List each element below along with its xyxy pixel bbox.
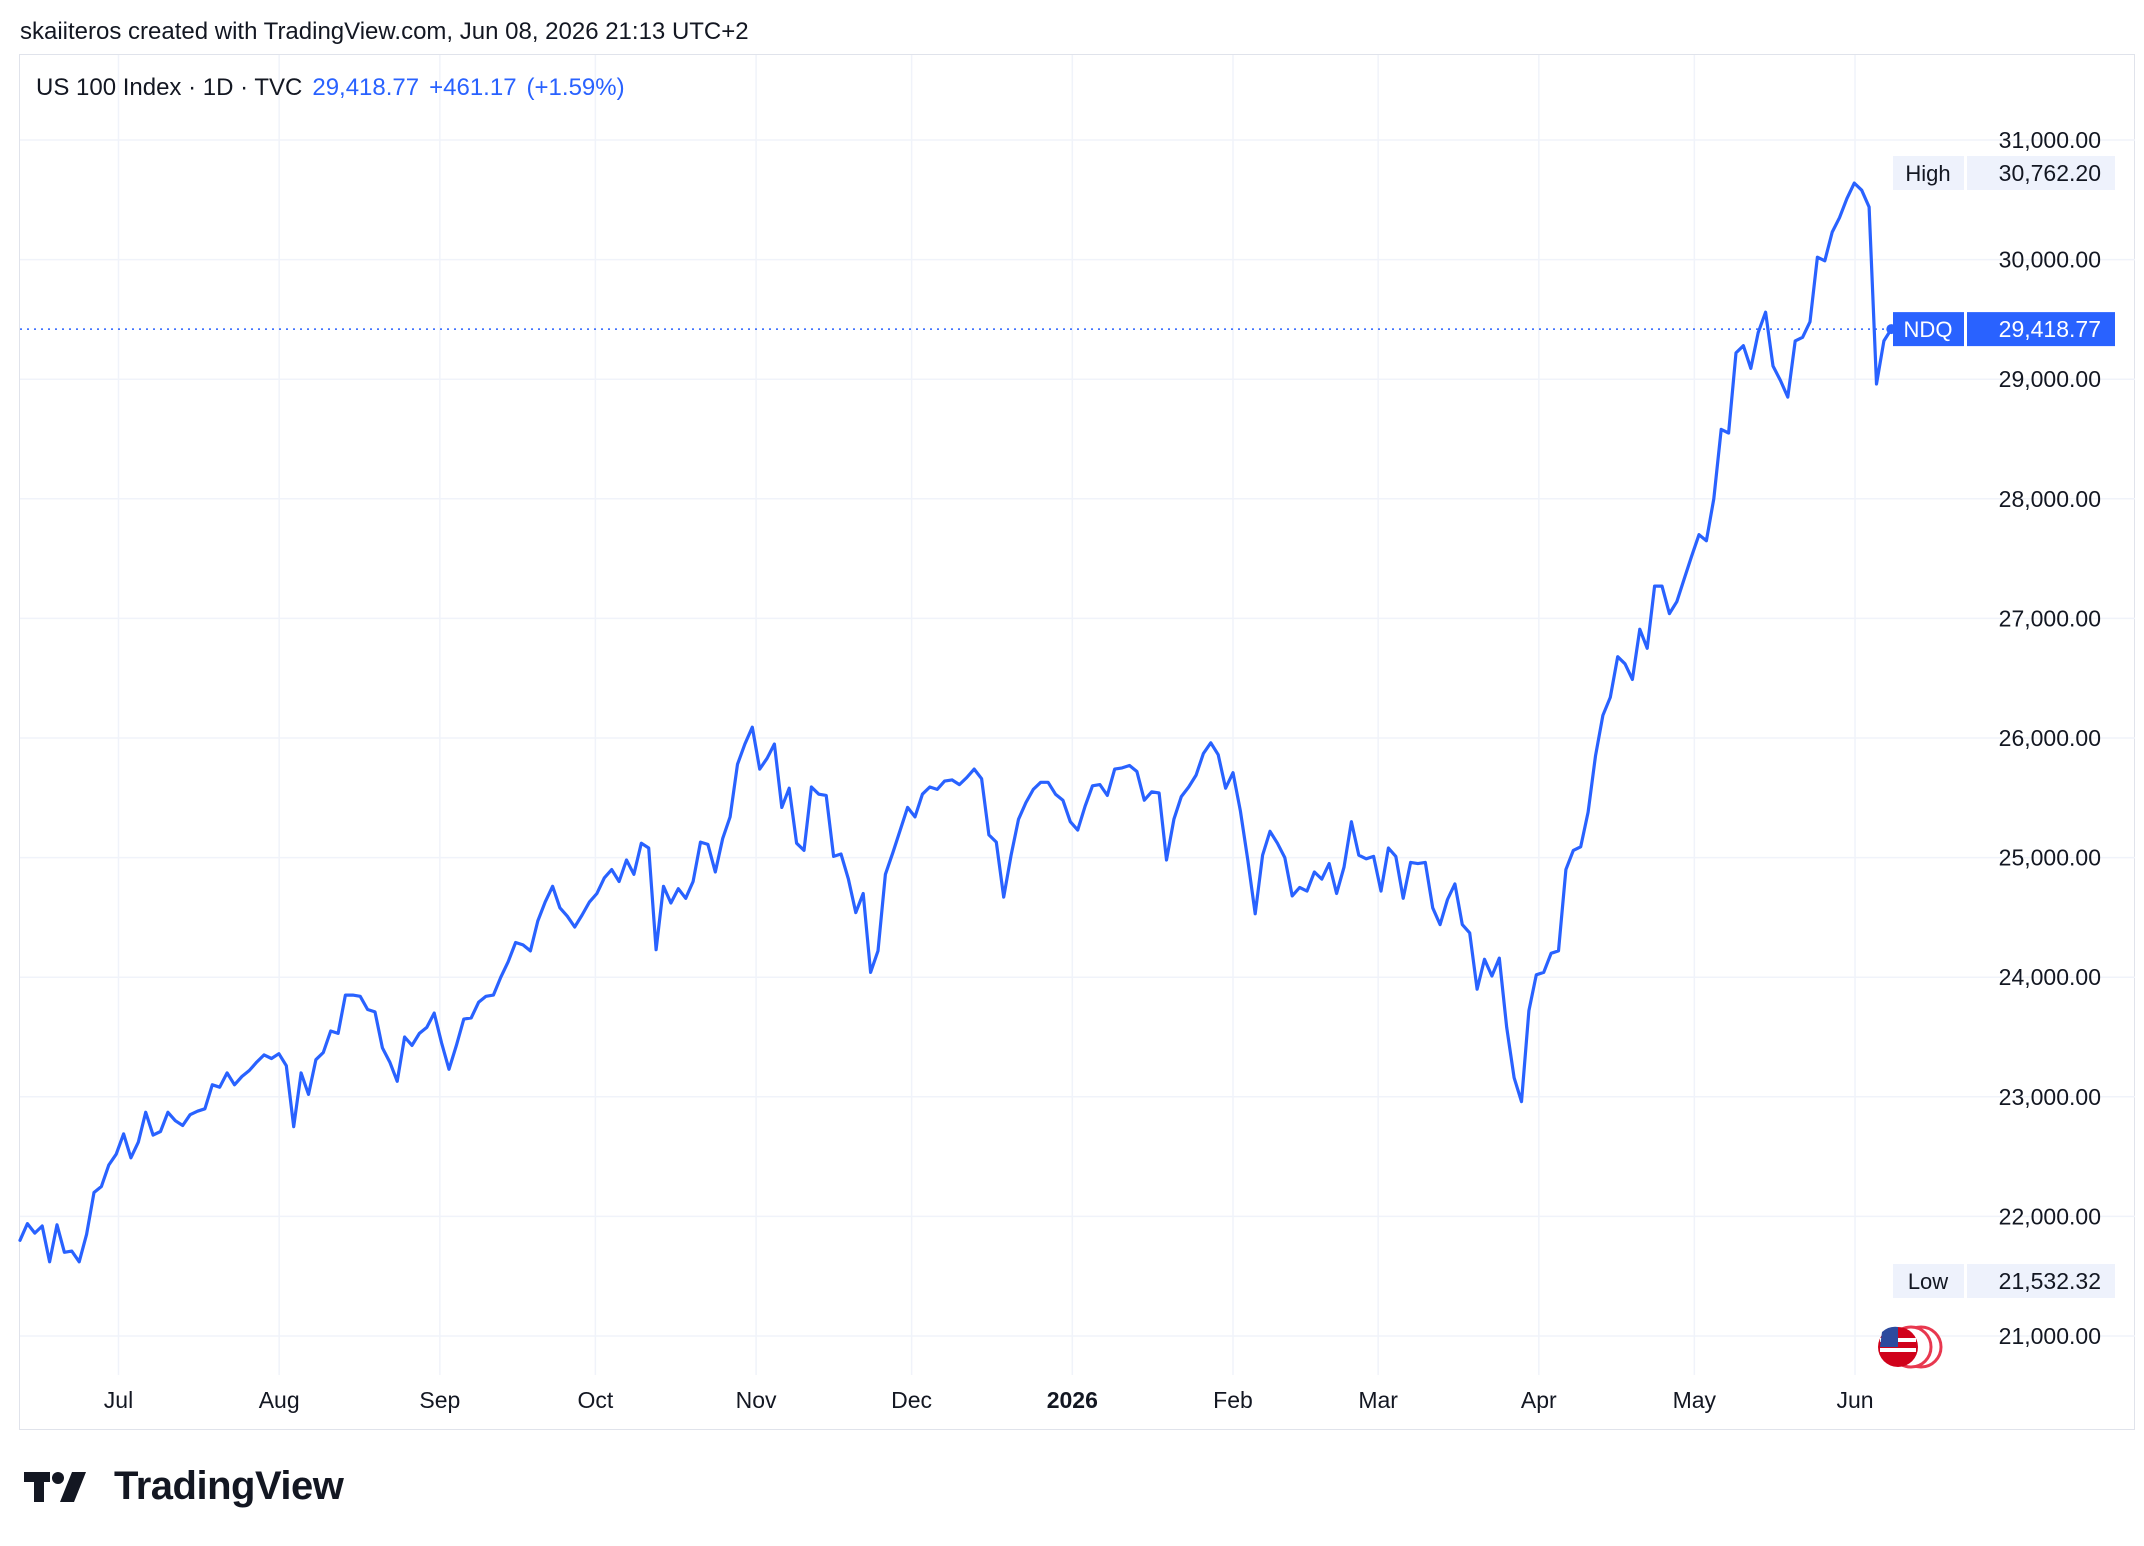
- time-axis: Jul Aug Sep Oct Nov Dec 2026 Feb Mar Apr May Jun: [104, 1387, 1874, 1413]
- series-line: [18, 181, 1893, 1264]
- price-badges: High 30,762.20 NDQ 29,418.77 Low 21,532.32: [1893, 156, 2115, 1298]
- high-badge-value-bg: [1967, 156, 2115, 190]
- last-price-badge-value-bg: [1967, 312, 2115, 347]
- tradingview-logo-icon: [24, 1471, 86, 1502]
- low-badge-label: Low: [1908, 1269, 1948, 1294]
- us-flag-icon: [1878, 1325, 1943, 1369]
- legend-last-price: 29,418.77: [312, 74, 420, 101]
- x-tick-label: 2026: [1047, 1387, 1098, 1413]
- chart-credit: skaiiteros created with TradingView.com,…: [20, 18, 749, 45]
- high-badge-label: High: [1905, 161, 1950, 186]
- last-price-badge: NDQ 29,418.77: [1893, 312, 2115, 347]
- low-badge-label-bg: [1893, 1264, 1964, 1298]
- tradingview-brand: TradingView: [24, 1464, 344, 1509]
- price-series: [18, 181, 1897, 1264]
- high-badge-label-bg: [1893, 156, 1964, 190]
- y-tick-label: 27,000.00: [1999, 605, 2101, 631]
- y-tick-label: 23,000.00: [1999, 1084, 2101, 1110]
- x-tick-label: Nov: [736, 1387, 777, 1413]
- x-tick-label: Aug: [259, 1387, 300, 1413]
- chart-legend: US 100 Index · 1D · TVC 29,418.77 +461.17 (…: [36, 74, 625, 102]
- tradingview-wordmark: TradingView: [114, 1464, 344, 1508]
- y-tick-label: 25,000.00: [1999, 845, 2101, 871]
- y-tick-label: 30,000.00: [1999, 247, 2101, 273]
- x-tick-label: Apr: [1521, 1387, 1557, 1413]
- y-tick-label: 26,000.00: [1999, 725, 2101, 751]
- low-badge-value: 21,532.32: [1999, 1268, 2101, 1294]
- x-tick-label: Oct: [578, 1387, 614, 1413]
- last-price-badge-value: 29,418.77: [1999, 316, 2101, 342]
- high-badge: High 30,762.20: [1893, 156, 2115, 190]
- x-tick-label: Dec: [891, 1387, 932, 1413]
- y-tick-label: 28,000.00: [1999, 486, 2101, 512]
- low-badge: Low 21,532.32: [1893, 1264, 2115, 1298]
- low-badge-value-bg: [1967, 1264, 2115, 1298]
- y-tick-label: 21,000.00: [1999, 1323, 2101, 1349]
- legend-symbol: US 100 Index · 1D · TVC: [36, 74, 303, 101]
- x-tick-label: Feb: [1213, 1387, 1253, 1413]
- x-tick-label: Jul: [104, 1387, 133, 1413]
- price-axis: 21,000.00 22,000.00 23,000.00 24,000.00 25,0…: [1999, 127, 2101, 1349]
- x-tick-label: May: [1673, 1387, 1717, 1413]
- x-tick-label: Jun: [1836, 1387, 1873, 1413]
- y-tick-label: 29,000.00: [1999, 366, 2101, 392]
- y-tick-label: 22,000.00: [1999, 1203, 2101, 1229]
- last-price-badge-label-bg: [1893, 312, 1964, 347]
- x-tick-label: Mar: [1358, 1387, 1398, 1413]
- high-badge-value: 30,762.20: [1999, 160, 2101, 186]
- x-tick-label: Sep: [419, 1387, 460, 1413]
- y-tick-label: 31,000.00: [1999, 127, 2101, 153]
- y-tick-label: 24,000.00: [1999, 964, 2101, 990]
- last-price-badge-label: NDQ: [1904, 317, 1953, 342]
- legend-change: +461.17: [429, 74, 517, 101]
- chart-grid: [20, 55, 2135, 1375]
- chart-frame: [19, 54, 2135, 1430]
- legend-change-percent: (+1.59%): [526, 74, 625, 101]
